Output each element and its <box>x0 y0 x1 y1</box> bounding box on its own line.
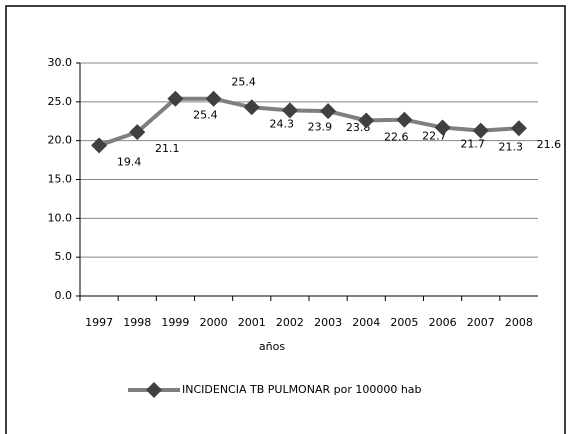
data-point <box>91 137 108 154</box>
y-tick-label: 10.0 <box>48 211 73 224</box>
y-tick-label: 30.0 <box>48 56 73 69</box>
x-tick-label: 1997 <box>85 316 113 329</box>
chart-frame <box>5 5 566 434</box>
data-point <box>167 90 184 107</box>
data-point <box>281 102 298 119</box>
x-tick-label: 1999 <box>161 316 189 329</box>
data-label: 23.9 <box>308 120 333 133</box>
x-tick-label: 2002 <box>276 316 304 329</box>
x-tick-label: 1998 <box>123 316 151 329</box>
x-tick-label: 2006 <box>429 316 457 329</box>
data-label: 21.3 <box>499 141 524 154</box>
data-label: 19.4 <box>117 155 142 168</box>
legend-marker <box>146 382 162 398</box>
data-label: 25.4 <box>193 109 218 122</box>
y-tick-label: 5.0 <box>55 250 73 263</box>
x-tick-label: 2003 <box>314 316 342 329</box>
legend-label: INCIDENCIA TB PULMONAR por 100000 hab <box>182 383 422 396</box>
x-tick-label: 2001 <box>238 316 266 329</box>
x-tick-label: 2004 <box>352 316 380 329</box>
data-label: 22.6 <box>384 130 409 143</box>
data-point <box>243 99 260 116</box>
data-label: 25.4 <box>231 76 256 89</box>
data-point <box>472 122 489 139</box>
data-point <box>129 124 146 141</box>
data-point <box>434 119 451 136</box>
data-point <box>205 90 222 107</box>
data-point <box>320 103 337 120</box>
data-label: 21.6 <box>537 138 562 151</box>
x-axis-label: años <box>259 340 285 353</box>
x-tick-label: 2000 <box>200 316 228 329</box>
data-point <box>358 112 375 129</box>
data-label: 21.1 <box>155 142 180 155</box>
y-tick-label: 15.0 <box>48 173 73 186</box>
data-point <box>396 111 413 128</box>
x-tick-label: 2007 <box>467 316 495 329</box>
y-tick-label: 0.0 <box>55 289 73 302</box>
x-tick-label: 2005 <box>390 316 418 329</box>
y-tick-label: 20.0 <box>48 134 73 147</box>
data-point <box>510 120 527 137</box>
data-label: 24.3 <box>270 117 295 130</box>
data-label: 21.7 <box>460 137 485 150</box>
x-tick-label: 2008 <box>505 316 533 329</box>
y-tick-label: 25.0 <box>48 95 73 108</box>
